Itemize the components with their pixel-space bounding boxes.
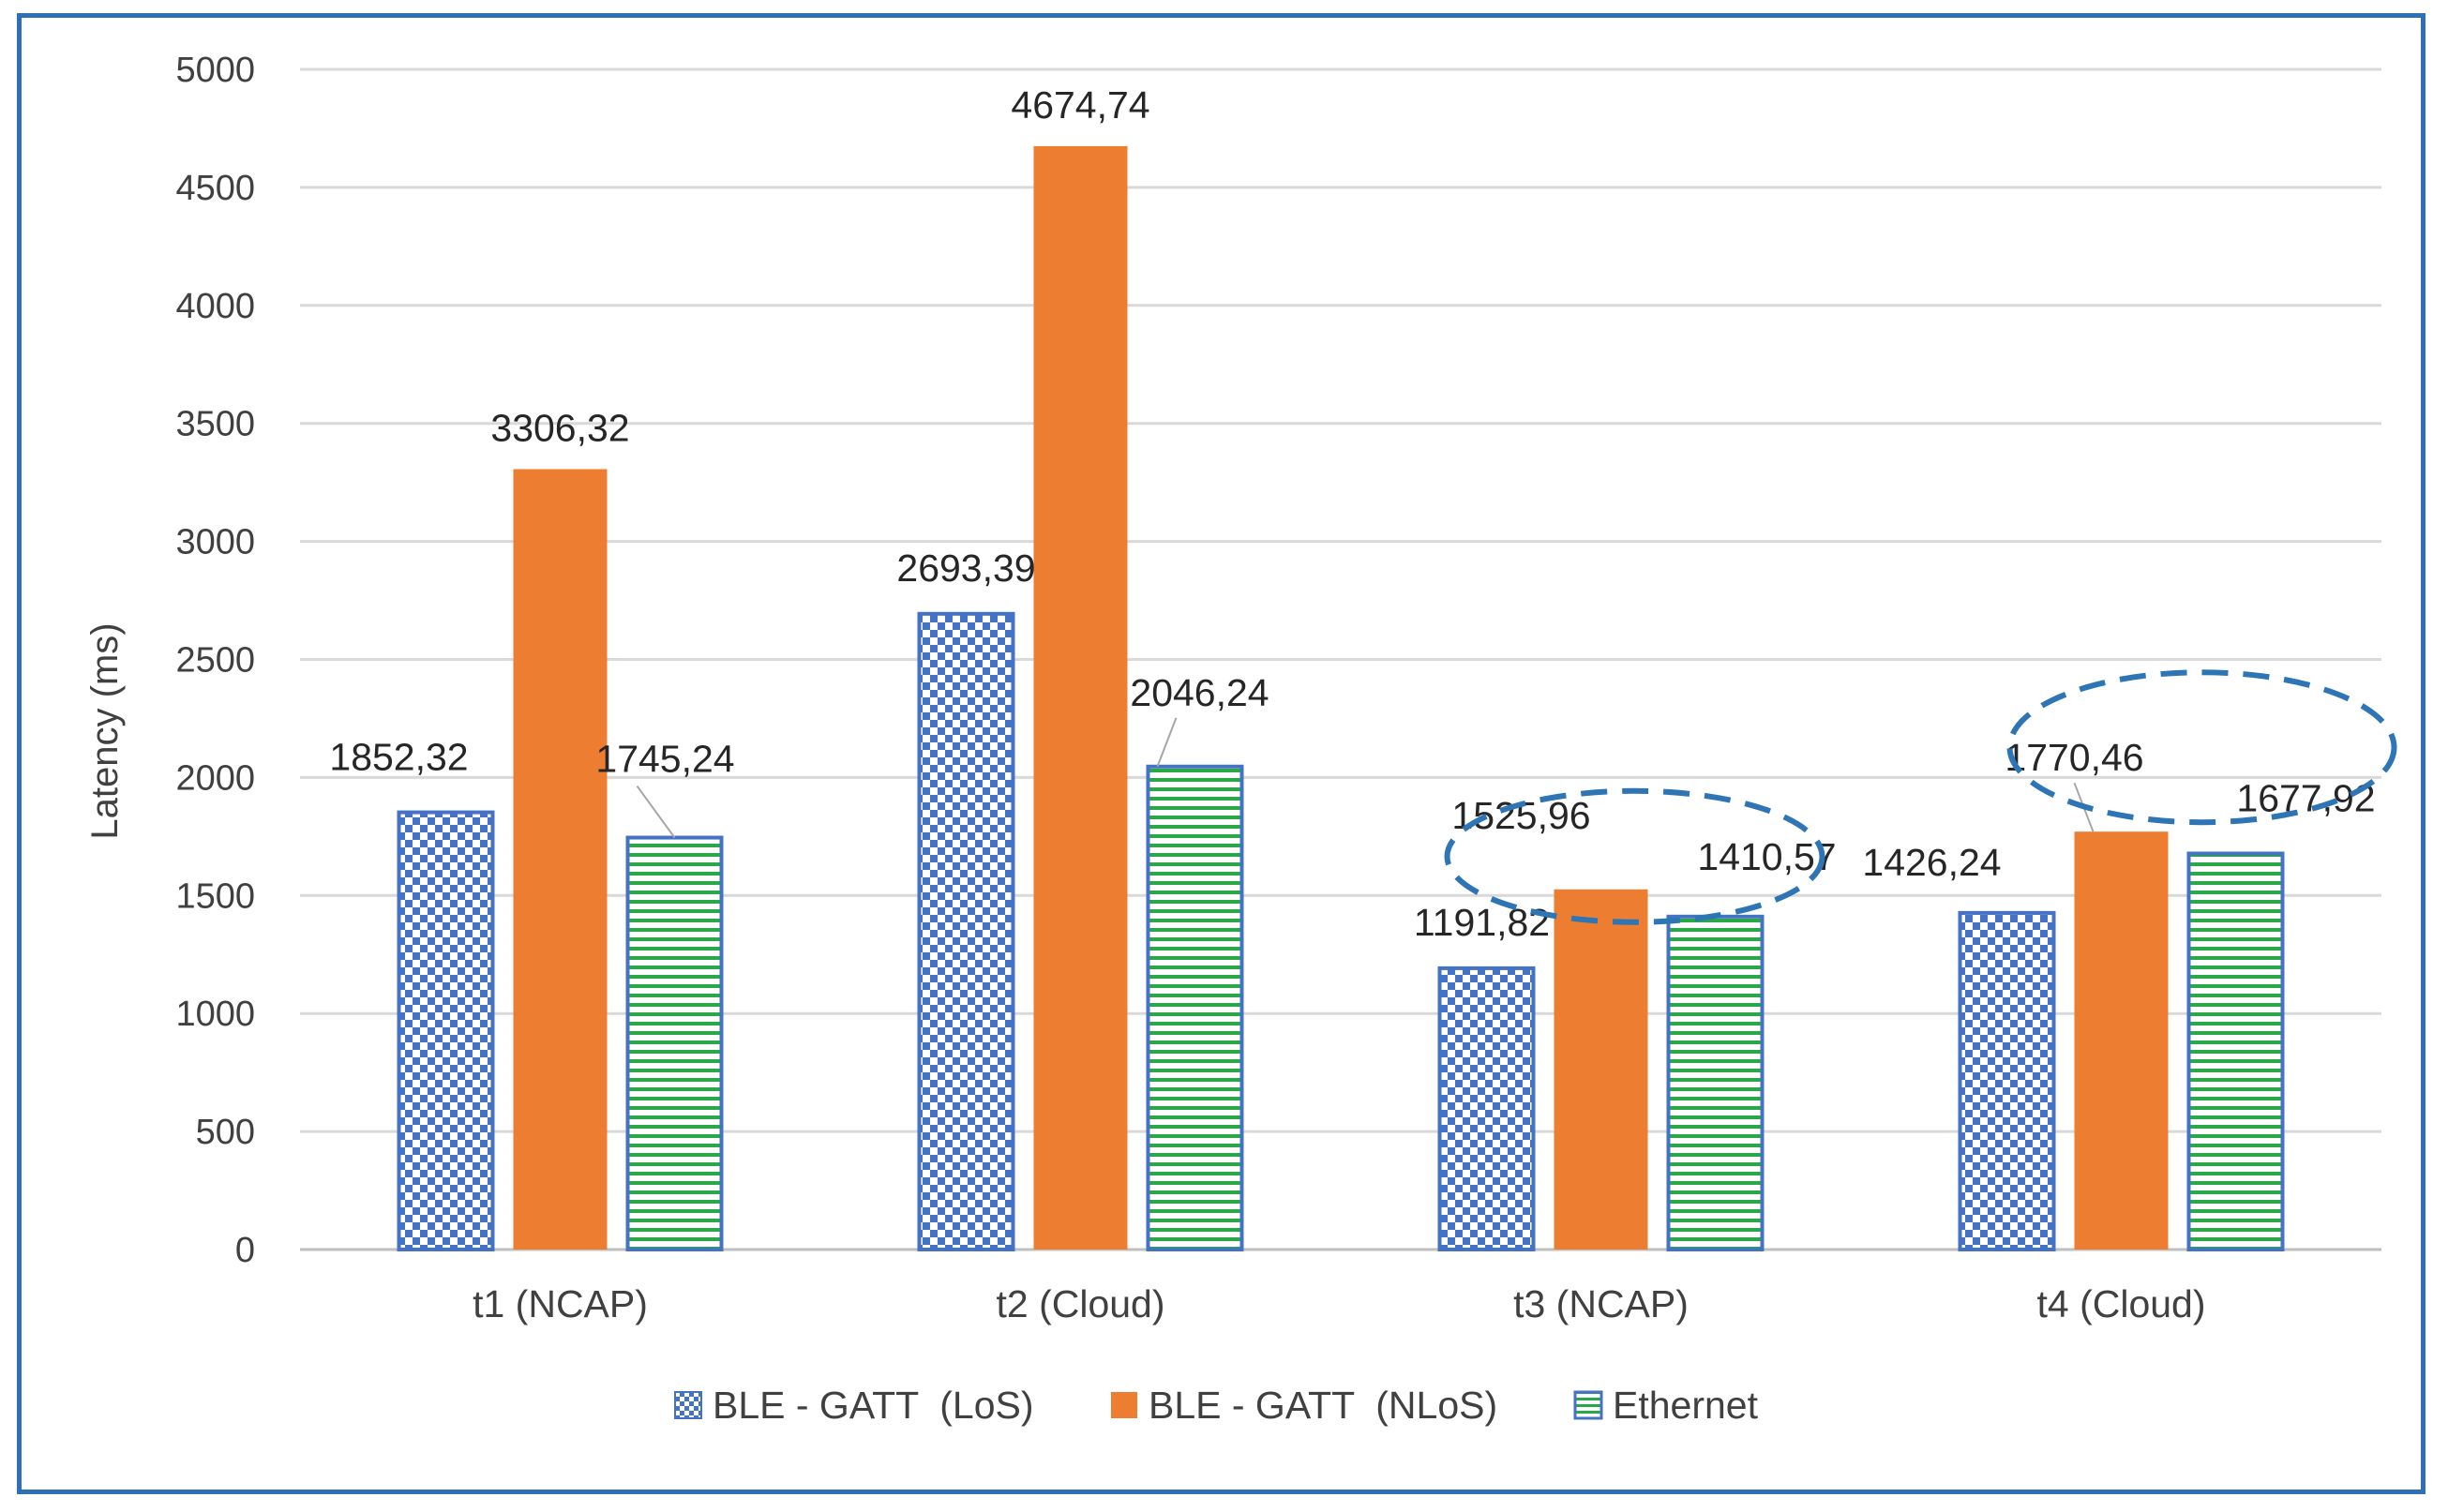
data-label-ethernet-t2-cloud: 2046,24 [1130,671,1269,714]
bar-ble-gatt-nlos-t2-cloud [1033,145,1128,1250]
data-label-ble-gatt-nlos-t4-cloud: 1770,46 [2005,736,2143,779]
annotation-ellipse-t4-cloud [2006,669,2397,826]
y-tick-label: 5000 [175,51,255,90]
leader-line [1156,717,1178,768]
data-label-ble-gatt-nlos-t3-ncap: 1525,96 [1451,794,1590,837]
bar-ethernet-t4-cloud [2186,851,2285,1251]
y-tick-label: 500 [196,1113,255,1152]
category-labels: t1 (NCAP) t2 (Cloud) t3 (NCAP) t4 (Cloud) [473,1282,2205,1325]
data-label-ble-gatt-los-t2-cloud: 2693,39 [896,546,1035,590]
data-labels: 1852,32 2693,39 1191,82 1426,24 3306,32 4674,… [329,83,2375,944]
category-label: t2 (Cloud) [996,1282,1164,1325]
bar-ble-gatt-los-t3-ncap [1437,966,1536,1252]
legend: BLE - GATT (LoS) BLE - GATT (NLoS) Etherne… [674,1384,1759,1427]
data-label-ble-gatt-los-t3-ncap: 1191,82 [1414,901,1550,944]
y-tick-label: 0 [235,1231,255,1270]
bar-ethernet-t2-cloud [1146,764,1244,1251]
y-tick-label: 2500 [175,641,255,681]
data-label-ble-gatt-nlos-t2-cloud: 4674,74 [1011,83,1149,127]
legend-label-ble-gatt-nlos: BLE - GATT (NLoS) [1149,1384,1497,1427]
bar-ble-gatt-nlos-t1-ncap [513,469,608,1250]
y-tick-label: 1000 [175,995,255,1034]
legend-swatch-ethernet [1573,1390,1603,1420]
category-label: t4 (Cloud) [2036,1282,2205,1325]
y-axis-title: Latency (ms) [84,622,126,839]
leader-line [636,785,676,839]
data-label-ble-gatt-nlos-t1-ncap: 3306,32 [490,406,629,449]
bar-ble-gatt-los-t1-ncap [397,810,495,1251]
data-label-ble-gatt-los-t4-cloud: 1426,24 [1862,841,2001,884]
bar-ble-gatt-los-t4-cloud [1958,910,2056,1251]
bar-ble-gatt-nlos-t4-cloud [2074,831,2169,1250]
data-label-ble-gatt-los-t1-ncap: 1852,32 [329,736,468,779]
y-axis-ticks: 0 500 1000 1500 2000 2500 3000 3500 4000 4500 5000 [175,51,255,1270]
bar-ble-gatt-los-t2-cloud [917,611,1015,1251]
data-label-ethernet-t3-ncap: 1410,57 [1697,835,1836,878]
y-tick-label: 1500 [175,876,255,916]
data-label-ethernet-t4-cloud: 1677,92 [2236,776,2375,819]
y-tick-label: 2000 [175,758,255,798]
legend-label-ethernet: Ethernet [1613,1384,1759,1427]
legend-swatch-ble-gatt-nlos [1111,1392,1137,1418]
y-tick-label: 4500 [175,169,255,208]
bar-ble-gatt-nlos-t3-ncap [1554,889,1648,1250]
data-label-ethernet-t1-ncap: 1745,24 [595,738,734,781]
annotation-ellipse-t3-ncap [1444,787,1825,925]
category-label: t1 (NCAP) [473,1282,648,1325]
bar-ethernet-t1-ncap [625,835,724,1252]
gridlines [300,67,2381,1251]
bars [397,145,2285,1252]
legend-swatch-ble-gatt-los [674,1391,702,1419]
category-label: t3 (NCAP) [1513,1282,1689,1325]
bar-ethernet-t3-ncap [1666,914,1765,1251]
annotations [1444,669,2397,925]
y-tick-label: 3500 [175,405,255,444]
legend-label-ble-gatt-los: BLE - GATT (LoS) [713,1384,1034,1427]
y-tick-label: 3000 [175,523,255,562]
y-tick-label: 4000 [175,287,255,326]
